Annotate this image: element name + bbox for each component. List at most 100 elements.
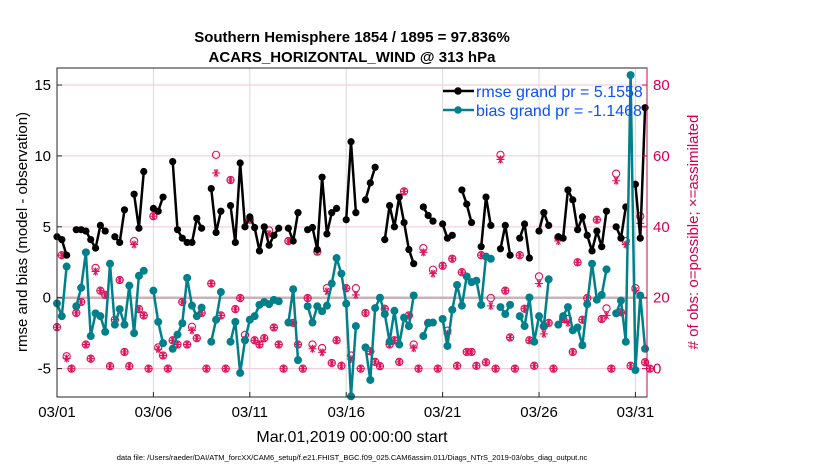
assimilated-obs-marker <box>457 268 466 277</box>
rmse-point <box>308 223 317 232</box>
bias-point <box>327 279 336 288</box>
rmse-point <box>583 231 591 239</box>
assimilated-obs-marker <box>337 361 346 370</box>
assimilated-obs-marker <box>525 336 534 345</box>
assimilated-obs-marker <box>549 364 558 373</box>
chart-title-line2: ACARS_HORIZONTAL_WIND @ 313 hPa <box>209 49 497 66</box>
assimilated-obs-marker <box>125 362 134 371</box>
legend-bias-marker <box>454 106 462 114</box>
rmse-point <box>424 211 432 220</box>
assimilated-obs-marker <box>144 364 153 373</box>
bias-point <box>395 340 404 349</box>
assimilated-obs-marker <box>255 340 264 349</box>
bias-point <box>207 337 216 346</box>
assimilated-obs-marker <box>101 290 110 299</box>
bias-point <box>342 299 351 308</box>
rmse-point <box>559 234 567 242</box>
bias-point <box>597 290 606 299</box>
y-tick-label-right: 0 <box>653 361 661 378</box>
rmse-point <box>111 233 119 241</box>
assimilated-obs-marker <box>212 168 221 177</box>
rmse-point <box>265 241 273 249</box>
rmse-point <box>617 234 625 242</box>
bias-point <box>154 317 163 326</box>
bias-point <box>289 285 298 294</box>
assimilated-obs-marker <box>356 364 365 373</box>
possible-obs-marker <box>612 169 621 178</box>
bias-point <box>380 310 389 319</box>
bias-point <box>337 269 346 278</box>
rmse-point <box>246 213 254 221</box>
y-tick-label-right: 80 <box>653 77 670 94</box>
bias-point <box>216 288 225 297</box>
assimilated-obs-marker <box>400 187 409 196</box>
rmse-point <box>578 213 587 221</box>
assimilated-obs-marker <box>448 254 457 263</box>
rmse-point <box>501 221 509 230</box>
rmse-point <box>241 223 249 231</box>
rmse-point <box>612 223 620 231</box>
assimilated-obs-marker <box>168 336 177 345</box>
assimilated-obs-marker <box>106 362 115 371</box>
assimilated-obs-marker <box>414 364 423 373</box>
assimilated-obs-marker <box>342 284 351 293</box>
series-lines <box>53 71 650 401</box>
assimilated-obs-marker <box>231 305 240 314</box>
rmse-point <box>198 224 206 232</box>
rmse-point <box>366 179 374 187</box>
rmse-point <box>332 204 341 212</box>
rmse-point <box>226 201 235 210</box>
legend-bias-label: bias grand pr = -1.1468 <box>476 103 642 120</box>
bias-point <box>506 300 515 309</box>
bias-point <box>284 318 293 327</box>
assimilated-obs-marker <box>91 267 100 276</box>
y-axis-label-right: # of obs: o=possible; ×=assimilated <box>685 115 702 350</box>
assimilated-obs-marker <box>544 318 553 327</box>
assimilated-obs-marker <box>149 212 158 221</box>
bias-point <box>641 344 650 353</box>
assimilated-obs-marker <box>284 237 293 246</box>
bias-point <box>443 341 452 350</box>
assimilated-obs-marker <box>380 304 389 313</box>
bias-point <box>616 296 625 305</box>
rmse-point <box>255 247 264 255</box>
bias-point <box>621 337 630 346</box>
bias-point <box>226 337 235 346</box>
x-tick-label: 03/11 <box>232 404 268 421</box>
rmse-point <box>569 196 577 204</box>
x-tick-label: 03/31 <box>617 404 655 421</box>
assimilated-obs-marker <box>62 354 71 363</box>
bias-point <box>544 275 553 284</box>
x-tick-label: 03/26 <box>520 404 558 421</box>
bias-point <box>472 276 481 285</box>
rmse-point <box>410 260 418 268</box>
rmse-point <box>135 224 143 232</box>
bias-point <box>573 323 582 332</box>
rmse-point <box>535 227 543 235</box>
bias-point <box>274 297 283 306</box>
rmse-point <box>193 214 201 222</box>
rmse-point <box>448 231 456 239</box>
bias-point <box>385 337 394 346</box>
bias-point <box>477 300 486 309</box>
axes: -5 0 5 10 15 0 20 40 60 80 03/01 03/06 03/11 03/16 03/… <box>34 67 670 421</box>
rmse-point <box>58 235 66 244</box>
chart-title-line1: Southern Hemisphere 1854 / 1895 = 97.836… <box>194 29 510 46</box>
y-tick-label-right: 20 <box>653 290 670 307</box>
rmse-point <box>159 193 167 201</box>
bias-point <box>308 318 317 327</box>
rmse-point <box>540 209 548 217</box>
rmse-point <box>318 173 326 181</box>
assimilated-obs-marker <box>322 287 331 296</box>
assimilated-obs-marker <box>183 340 192 349</box>
rmse-point <box>371 163 379 171</box>
bias-point <box>192 312 201 321</box>
assimilated-obs-marker <box>568 347 577 356</box>
rmse-point <box>588 247 596 255</box>
bias-point <box>626 71 635 80</box>
x-tick-label: 03/01 <box>38 404 76 421</box>
bias-point <box>183 273 192 282</box>
bias-point <box>313 302 322 311</box>
rmse-point <box>173 226 182 234</box>
rmse-point <box>87 235 95 244</box>
